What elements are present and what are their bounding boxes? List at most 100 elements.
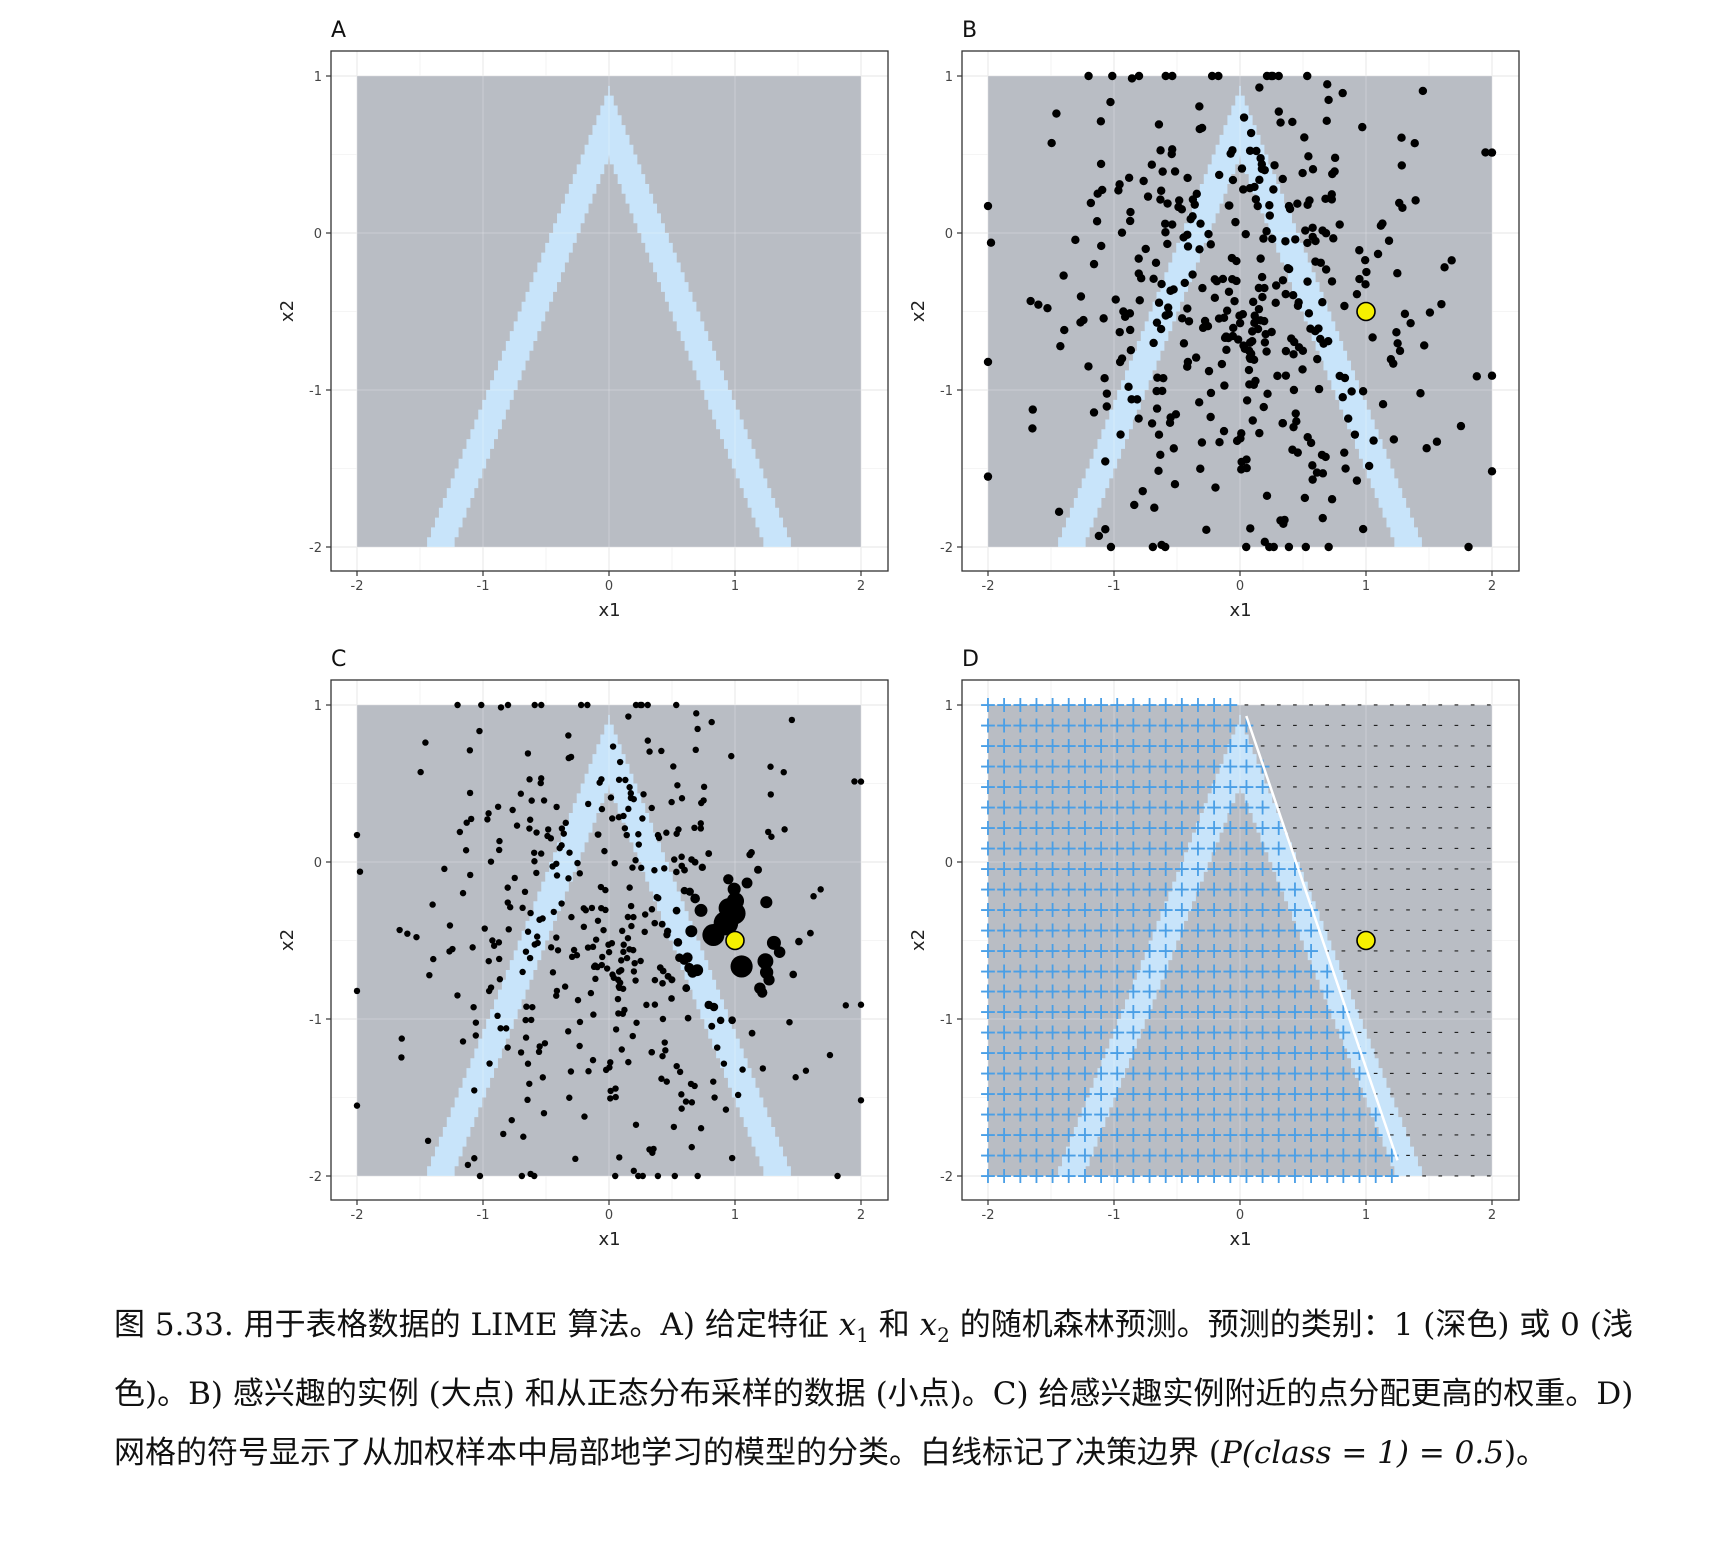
sample-point — [422, 739, 429, 746]
plus-marker: + — [1140, 1000, 1158, 1025]
minus-marker: - — [1470, 779, 1475, 795]
sample-point — [648, 804, 655, 812]
sample-point — [519, 968, 526, 976]
plus-marker: + — [1286, 1021, 1304, 1046]
sample-point — [673, 938, 683, 947]
plus-marker: + — [1334, 1123, 1352, 1148]
sample-point — [767, 791, 774, 798]
sample-point — [518, 1172, 526, 1180]
y-tick-label: -2 — [940, 1170, 953, 1185]
plus-marker: + — [1156, 898, 1174, 923]
sample-point — [576, 1042, 583, 1050]
caption-text-3: 的随机森林预测。预测的类别：1 (深色) 或 0 (浅色)。B) 感兴趣的实例 … — [114, 1307, 1634, 1472]
plus-marker: + — [1043, 1062, 1061, 1087]
plus-marker: + — [979, 1000, 997, 1025]
plus-marker: + — [1221, 1123, 1239, 1148]
sample-point — [700, 783, 708, 791]
sample-point — [486, 1060, 493, 1067]
sample-point — [625, 805, 632, 813]
plus-marker: + — [1173, 898, 1191, 923]
sample-point — [547, 944, 555, 951]
minus-marker: - — [1325, 759, 1330, 775]
plus-marker: + — [1189, 1082, 1207, 1107]
sample-point — [1206, 412, 1215, 422]
sample-point — [1184, 317, 1194, 326]
minus-marker: - — [1341, 759, 1346, 775]
sample-point — [614, 995, 622, 1003]
sample-point — [466, 789, 474, 797]
minus-marker: - — [1373, 697, 1378, 713]
plus-marker: + — [1108, 1144, 1126, 1169]
y-tick-label: -2 — [940, 541, 953, 556]
plus-marker: + — [995, 795, 1013, 820]
sample-point — [1108, 71, 1117, 81]
sample-point — [682, 1098, 690, 1105]
plus-marker: + — [1124, 898, 1142, 923]
sample-point — [1422, 444, 1431, 453]
plus-marker: + — [1189, 714, 1207, 739]
minus-marker: - — [1454, 984, 1459, 1000]
plus-marker: + — [1173, 775, 1191, 800]
sample-point — [1338, 393, 1347, 402]
plus-marker: + — [995, 1062, 1013, 1087]
sample-point — [1281, 289, 1290, 299]
plus-marker: + — [1108, 693, 1126, 718]
sample-point — [467, 871, 474, 879]
plus-marker: + — [1027, 959, 1045, 984]
sample-point — [624, 934, 632, 942]
minus-marker: - — [1405, 1148, 1410, 1164]
sample-point — [572, 1155, 579, 1163]
plus-marker: + — [1076, 816, 1094, 841]
minus-marker: - — [1389, 1107, 1394, 1123]
plus-marker: + — [1092, 1062, 1110, 1087]
sample-point — [1235, 318, 1245, 328]
minus-marker: - — [1438, 759, 1443, 775]
sample-point — [748, 1029, 756, 1037]
sample-point — [502, 1025, 510, 1032]
sample-point — [588, 904, 596, 912]
minus-marker: - — [1454, 1127, 1459, 1143]
minus-marker: - — [1341, 922, 1346, 938]
sample-point — [1224, 287, 1234, 296]
sample-point — [1252, 146, 1261, 156]
minus-marker: - — [1422, 1127, 1427, 1143]
sample-point — [638, 864, 645, 872]
sample-point — [1175, 196, 1184, 205]
minus-marker: - — [1405, 759, 1410, 775]
minus-marker: - — [1357, 861, 1362, 877]
sample-point — [568, 913, 575, 921]
sample-point — [506, 904, 514, 911]
plus-marker: + — [1156, 1000, 1174, 1025]
sample-point — [1246, 354, 1255, 364]
sample-point — [1152, 404, 1162, 413]
sample-point — [1274, 107, 1283, 116]
sample-point — [1255, 428, 1264, 438]
sample-point — [612, 1085, 619, 1092]
plus-marker: + — [1205, 1062, 1223, 1087]
sample-point — [851, 778, 858, 785]
sample-point — [1154, 430, 1164, 439]
sample-point — [589, 1056, 597, 1064]
sample-point — [1116, 430, 1125, 439]
sample-point — [1230, 296, 1239, 306]
plus-marker: + — [1173, 1164, 1191, 1189]
sample-point — [1086, 198, 1096, 208]
plus-marker: + — [1108, 980, 1126, 1005]
sample-points — [983, 71, 1497, 552]
sample-point — [1360, 255, 1370, 265]
minus-marker: - — [1309, 718, 1314, 734]
plus-marker: + — [1173, 918, 1191, 943]
sample-point — [576, 870, 584, 877]
sample-point — [494, 803, 502, 810]
plus-marker: + — [1092, 980, 1110, 1005]
minus-marker: - — [1325, 738, 1330, 754]
plus-marker: + — [979, 1164, 997, 1189]
minus-marker: - — [1486, 1004, 1491, 1020]
plus-marker: + — [1140, 836, 1158, 861]
plus-marker: + — [1060, 980, 1078, 1005]
sample-point — [494, 1012, 501, 1020]
plus-marker: + — [1092, 857, 1110, 882]
plus-marker: + — [1011, 1164, 1029, 1189]
sample-point — [472, 1032, 479, 1039]
plus-marker: + — [1124, 1164, 1142, 1189]
